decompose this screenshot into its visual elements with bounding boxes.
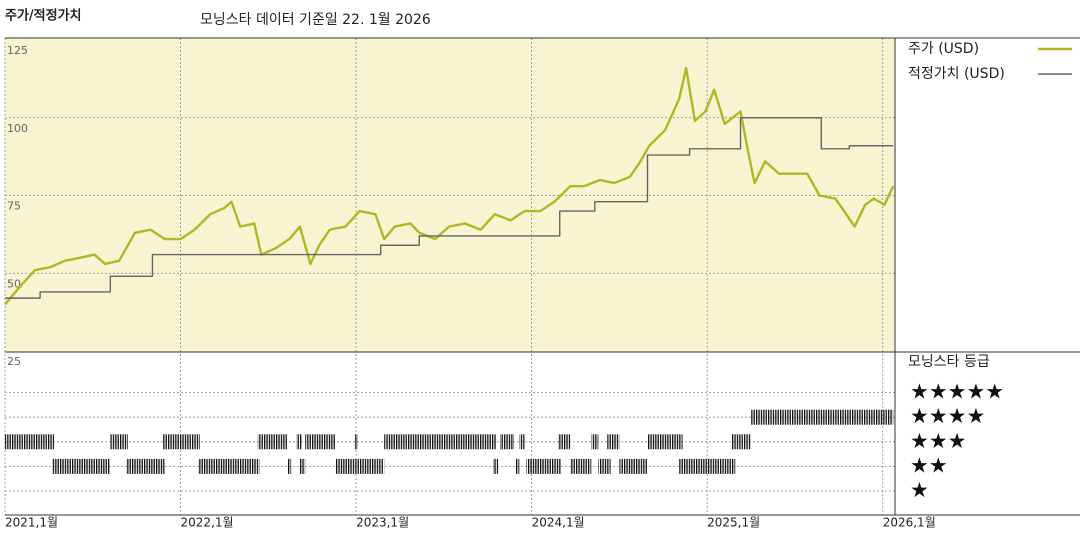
series-line <box>4 66 895 306</box>
y-tick-label: 50 <box>7 277 21 290</box>
rating-bar <box>591 434 599 450</box>
rating-bar <box>5 434 55 450</box>
rating-bar <box>731 434 752 450</box>
rating-bar <box>354 434 358 450</box>
y-tick-label: 125 <box>7 44 28 57</box>
rating-label: ★★★★★ <box>910 380 1004 404</box>
rating-bar <box>335 458 385 474</box>
rating-bar <box>619 458 648 474</box>
plot-background <box>5 38 895 352</box>
rating-bar <box>515 458 520 474</box>
rating-bar <box>296 434 302 450</box>
rating-bar <box>384 434 497 450</box>
x-tick-label: 2024,1월 <box>532 516 585 530</box>
x-tick-label: 2022,1월 <box>181 516 234 530</box>
y-tick-label: 25 <box>7 355 21 368</box>
plot: 25 50 75 100 125 2021,1월 2022,1월 2023,1월 2024,1월… <box>4 38 936 530</box>
series-line <box>5 117 894 299</box>
x-tick-label: 2023,1월 <box>356 516 409 530</box>
rating-bar <box>287 458 292 474</box>
rating-label: ★★★★ <box>910 404 985 428</box>
x-tick-label: 2025,1월 <box>707 516 760 530</box>
legend-label: 적정가치 (USD) <box>908 66 1005 82</box>
rating-label: ★ <box>910 478 929 502</box>
x-tick-label: 2026,1월 <box>883 516 936 530</box>
rating-bar <box>126 458 165 474</box>
rating-bar <box>305 434 336 450</box>
rating-bar <box>299 458 306 474</box>
rating-bar <box>570 458 592 474</box>
rating-bar <box>598 458 611 474</box>
rating-bar <box>679 458 736 474</box>
rating-bar <box>647 434 683 450</box>
y-tick-label: 75 <box>7 200 21 213</box>
rating-title: 모닝스타 등급 <box>908 354 990 370</box>
rating-bar <box>52 458 111 474</box>
rating-bar <box>110 434 128 450</box>
rating-bar <box>526 458 562 474</box>
rating-bar <box>557 434 571 450</box>
chart-title: 주가/적정가치 <box>5 8 82 24</box>
rating-bar <box>607 434 620 450</box>
x-tick-label: 2021,1월 <box>5 516 58 530</box>
rating-bar <box>162 434 200 450</box>
legend-label: 주가 (USD) <box>908 41 979 57</box>
rating-label: ★★ <box>910 453 948 477</box>
y-tick-label: 100 <box>7 122 28 135</box>
rating-bar <box>257 434 288 450</box>
rating-bar <box>751 409 894 425</box>
date-note: 모닝스타 데이터 기준일 22. 1월 2026 <box>200 12 431 28</box>
rating-bar <box>519 434 525 450</box>
rating-bar <box>500 434 515 450</box>
rating-bar <box>493 458 499 474</box>
rating-bar <box>198 458 260 474</box>
rating-label: ★★★ <box>910 429 966 453</box>
